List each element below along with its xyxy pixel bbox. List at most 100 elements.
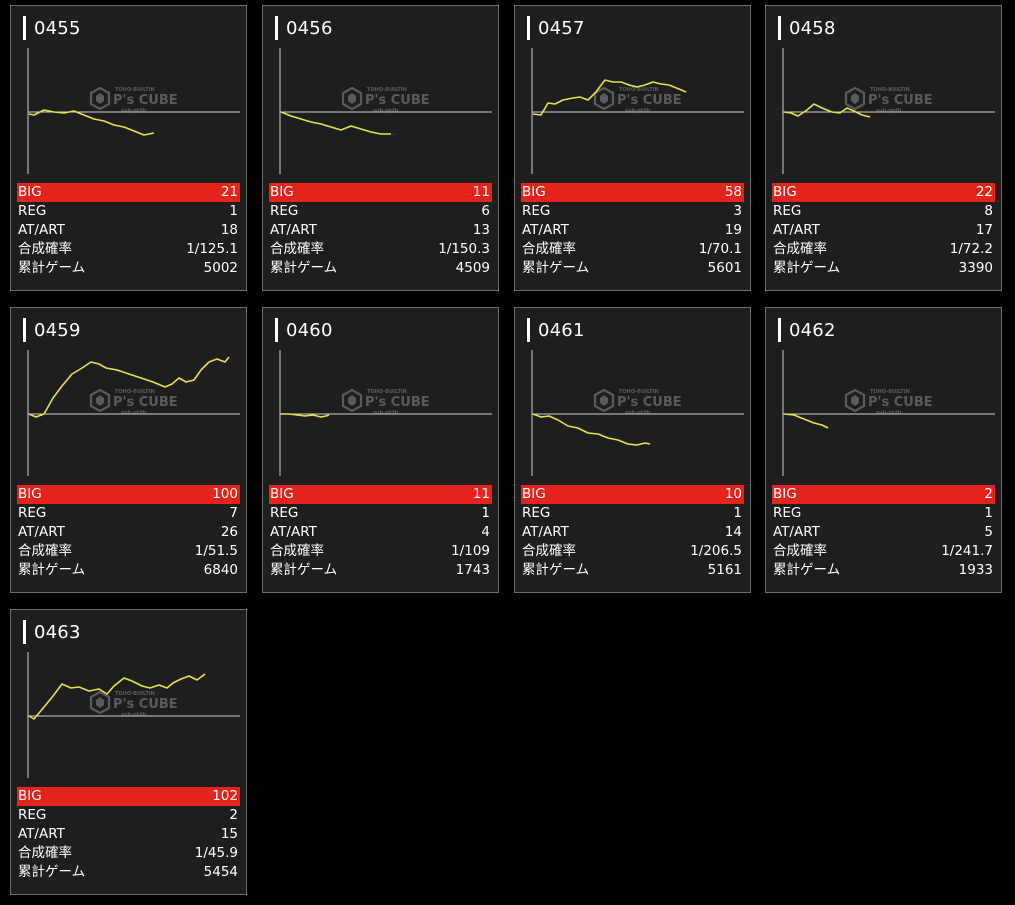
reg-row-label: REG [773,203,802,219]
watermark-brand-text: P's CUBE [113,395,178,410]
reg-row-value: 1 [229,203,238,219]
art-row-value: 26 [220,524,238,540]
probability-row: 合成確率 1/45.9 [17,844,240,863]
machine-header: 0460 [275,317,333,343]
reg-row-value: 6 [481,203,490,219]
machine-number: 0461 [538,319,585,341]
reg-row-label: REG [18,807,47,823]
big-row-label: BIG [522,486,546,502]
big-row: BIG 10 [521,485,744,504]
machine-card[interactable]: 0458 TOHO-BUILTIN P's CUBE sub-ptdb BIG 22 REG… [765,5,1002,291]
total-games-row: 累計ゲーム 1933 [772,561,995,580]
probability-row-label: 合成確率 [18,241,72,257]
reg-row: REG 3 [521,202,744,221]
art-row-value: 14 [724,524,742,540]
probability-row-value: 1/72.2 [949,241,993,257]
big-row-value: 10 [724,486,742,502]
probability-row-value: 1/125.1 [186,241,238,257]
machine-card[interactable]: 0459 TOHO-BUILTIN P's CUBE sub-ptdb BIG 100 RE… [10,307,247,593]
machine-header: 0457 [527,15,585,41]
slump-line [280,111,391,135]
reg-row-label: REG [270,505,299,521]
header-accent-bar [778,318,781,342]
reg-row-label: REG [18,505,47,521]
total-games-row-label: 累計ゲーム [270,260,338,276]
probability-row-value: 1/51.5 [194,543,238,559]
cube-icon [341,86,363,111]
art-row-label: AT/ART [270,222,317,238]
probability-row-value: 1/109 [451,543,490,559]
probability-row: 合成確率 1/72.2 [772,240,995,259]
art-row-label: AT/ART [18,222,65,238]
art-row: AT/ART 5 [772,523,995,542]
watermark-top-text: TOHO-BUILTIN [115,389,155,395]
watermark-brand-text: P's CUBE [868,93,933,108]
cube-icon [844,86,866,111]
art-row-value: 18 [220,222,238,238]
watermark-top-text: TOHO-BUILTIN [367,389,407,395]
total-games-row: 累計ゲーム 3390 [772,259,995,278]
big-row: BIG 22 [772,183,995,202]
reg-row-label: REG [270,203,299,219]
art-row: AT/ART 18 [17,221,240,240]
machine-number: 0457 [538,17,585,39]
machine-card[interactable]: 0456 TOHO-BUILTIN P's CUBE sub-ptdb BIG 11 REG… [262,5,499,291]
big-row-value: 22 [975,184,993,200]
big-row-value: 102 [212,788,238,804]
slump-line [281,413,330,418]
machine-card[interactable]: 0457 TOHO-BUILTIN P's CUBE sub-ptdb BIG 58 REG… [514,5,751,291]
machine-card[interactable]: 0463 TOHO-BUILTIN P's CUBE sub-ptdb BIG 102 RE… [10,609,247,895]
machine-header: 0456 [275,15,333,41]
watermark-bottom-text: sub-ptdb [373,108,399,114]
header-accent-bar [527,318,530,342]
art-row: AT/ART 17 [772,221,995,240]
probability-row-value: 1/206.5 [690,543,742,559]
art-row-value: 19 [724,222,742,238]
probability-row-label: 合成確率 [270,543,324,559]
art-row-label: AT/ART [773,524,820,540]
art-row-label: AT/ART [18,524,65,540]
reg-row: REG 1 [772,504,995,523]
stats-table: BIG 100 REG 7 AT/ART 26 合成確率 1/51.5 累計ゲーム 6840 [17,485,240,580]
reg-row-label: REG [522,505,551,521]
cube-icon [593,388,615,413]
reg-row-label: REG [18,203,47,219]
machine-header: 0462 [778,317,836,343]
total-games-row-label: 累計ゲーム [522,260,590,276]
machine-number: 0462 [789,319,836,341]
machine-header: 0459 [23,317,81,343]
stats-table: BIG 21 REG 1 AT/ART 18 合成確率 1/125.1 累計ゲーム 5002 [17,183,240,278]
total-games-row-value: 1933 [958,562,993,578]
art-row-value: 4 [481,524,490,540]
stats-table: BIG 11 REG 1 AT/ART 4 合成確率 1/109 累計ゲーム 1743 [269,485,492,580]
reg-row: REG 1 [269,504,492,523]
reg-row-label: REG [522,203,551,219]
art-row: AT/ART 4 [269,523,492,542]
header-accent-bar [778,16,781,40]
total-games-row: 累計ゲーム 5601 [521,259,744,278]
machine-card[interactable]: 0455 TOHO-BUILTIN P's CUBE sub-ptdb BIG 21 REG… [10,5,247,291]
probability-row-label: 合成確率 [18,845,72,861]
slump-line [532,79,687,116]
machine-card[interactable]: 0462 TOHO-BUILTIN P's CUBE sub-ptdb BIG 2 REG 1… [765,307,1002,593]
machine-card[interactable]: 0461 TOHO-BUILTIN P's CUBE sub-ptdb BIG 10 REG… [514,307,751,593]
total-games-row: 累計ゲーム 5161 [521,561,744,580]
cube-icon [844,388,866,413]
total-games-row: 累計ゲーム 4509 [269,259,492,278]
big-row-label: BIG [270,184,294,200]
slump-line [783,413,829,429]
stats-table: BIG 10 REG 1 AT/ART 14 合成確率 1/206.5 累計ゲーム 5161 [521,485,744,580]
machine-card[interactable]: 0460 TOHO-BUILTIN P's CUBE sub-ptdb BIG 11 REG… [262,307,499,593]
